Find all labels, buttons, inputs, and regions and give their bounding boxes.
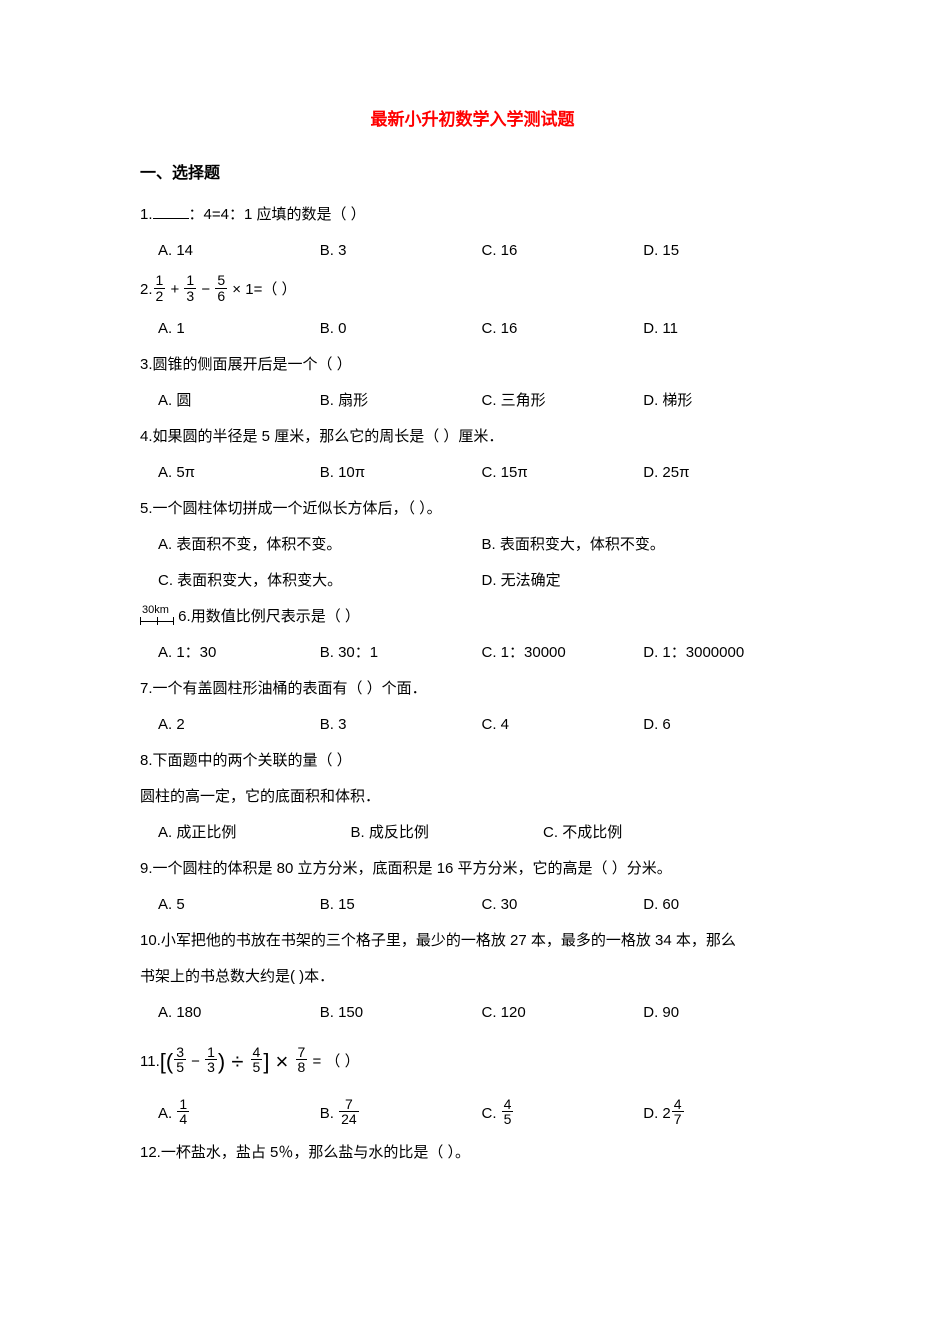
title-text: 最新小升初数学入学测试题 (371, 110, 575, 129)
q5-opt-c: C. 表面积变大，体积变大。 (158, 563, 482, 599)
q2-opt-b: B. 0 (320, 311, 482, 347)
q5-opt-d: D. 无法确定 (482, 563, 806, 599)
q4-stem: 4.如果圆的半径是 5 厘米，那么它的周长是（ ）厘米． (140, 419, 805, 455)
q12-stem: 12.一杯盐水，盐占 5％，那么盐与水的比是（ ）。 (140, 1135, 805, 1171)
q7-opt-c: C. 4 (482, 707, 644, 743)
q9-opt-c: C. 30 (482, 887, 644, 923)
q2-opt-c: C. 16 (482, 311, 644, 347)
q10-opt-d: D. 90 (643, 995, 805, 1031)
page: 最新小升初数学入学测试题 一、选择题 1. ：4=4：1 应填的数是（ ） A. … (0, 0, 945, 1337)
q8-opt-a: A. 成正比例 (158, 815, 236, 851)
q1-opt-c: C. 16 (482, 233, 644, 269)
q6-opt-d: D. 1：3000000 (643, 635, 805, 671)
q9-opt-b: B. 15 (320, 887, 482, 923)
q4-opt-a: A. 5π (158, 455, 320, 491)
q8-opt-c: C. 不成比例 (543, 815, 622, 851)
q4-opt-b: B. 10π (320, 455, 482, 491)
q11-num: 11. (140, 1053, 160, 1070)
q6-num: 6. (178, 608, 191, 625)
q9-opt-a: A. 5 (158, 887, 320, 923)
q7-options: A. 2 B. 3 C. 4 D. 6 (140, 707, 805, 743)
q6-scale-label: 30km (140, 605, 174, 616)
q2-options: A. 1 B. 0 C. 16 D. 11 (140, 311, 805, 347)
q8-opt-b: B. 成反比例 (351, 815, 429, 851)
q3-opt-c: C. 三角形 (482, 383, 644, 419)
q11-opt-b: B. 724 (320, 1093, 482, 1135)
q10-options: A. 180 B. 150 C. 120 D. 90 (140, 995, 805, 1031)
q7-opt-a: A. 2 (158, 707, 320, 743)
q7-opt-d: D. 6 (643, 707, 805, 743)
q5-opt-b: B. 表面积变大，体积不变。 (482, 527, 806, 563)
q2-num: 2. (140, 281, 153, 298)
q11-frac3: 45 (251, 1045, 263, 1075)
q2-frac3: 56 (215, 273, 227, 303)
q4-opt-c: C. 15π (482, 455, 644, 491)
q10-stem-2: 书架上的书总数大约是( )本． (140, 959, 805, 995)
q6-scale-segment (140, 616, 174, 626)
q4-options: A. 5π B. 10π C. 15π D. 25π (140, 455, 805, 491)
q6-opt-c: C. 1：30000 (482, 635, 644, 671)
q5-options: A. 表面积不变，体积不变。 B. 表面积变大，体积不变。 C. 表面积变大，体… (140, 527, 805, 599)
q2-frac2: 13 (184, 273, 196, 303)
q4-opt-d: D. 25π (643, 455, 805, 491)
q9-options: A. 5 B. 15 C. 30 D. 60 (140, 887, 805, 923)
document-title: 最新小升初数学入学测试题 (140, 100, 805, 141)
q1-opt-a: A. 14 (158, 233, 320, 269)
q6-options: A. 1：30 B. 30：1 C. 1：30000 D. 1：3000000 (140, 635, 805, 671)
q3-options: A. 圆 B. 扇形 C. 三角形 D. 梯形 (140, 383, 805, 419)
q11-frac2: 13 (205, 1045, 217, 1075)
q10-stem-1: 10.小军把他的书放在书架的三个格子里，最少的一格放 27 本，最多的一格放 3… (140, 923, 805, 959)
q2-stem: 2.12 + 13 − 56 × 1=（ ） (140, 269, 805, 311)
q11-frac1: 35 (174, 1045, 186, 1075)
q3-opt-a: A. 圆 (158, 383, 320, 419)
q8-stem-2: 圆柱的高一定，它的底面积和体积． (140, 779, 805, 815)
q11-frac4: 78 (296, 1045, 308, 1075)
q2-opt-a: A. 1 (158, 311, 320, 347)
q5-stem: 5.一个圆柱体切拼成一个近似长方体后，（ ）。 (140, 491, 805, 527)
q10-opt-a: A. 180 (158, 995, 320, 1031)
q11-stem: 11.[(35 − 13) ÷ 45] × 78 = （ ） (140, 1031, 805, 1093)
q11-opt-c: C. 45 (482, 1093, 644, 1135)
q6-tail: 用数值比例尺表示是（ ） (191, 608, 360, 625)
q3-stem: 3.圆锥的侧面展开后是一个（ ） (140, 347, 805, 383)
q2-frac1: 12 (154, 273, 166, 303)
q1-blank (153, 218, 189, 219)
q8-options: A. 成正比例 B. 成反比例 C. 不成比例 (140, 815, 805, 851)
q8-stem-1: 8.下面题中的两个关联的量（ ） (140, 743, 805, 779)
q3-opt-d: D. 梯形 (643, 383, 805, 419)
q7-opt-b: B. 3 (320, 707, 482, 743)
q9-stem: 9.一个圆柱的体积是 80 立方分米，底面积是 16 平方分米，它的高是（ ）分… (140, 851, 805, 887)
q11-opt-a: A. 14 (158, 1093, 320, 1135)
q5-opt-a: A. 表面积不变，体积不变。 (158, 527, 482, 563)
q1-num: 1. (140, 206, 153, 223)
q1-opt-b: B. 3 (320, 233, 482, 269)
q7-stem: 7.一个有盖圆柱形油桶的表面有（ ）个面． (140, 671, 805, 707)
q1-opt-d: D. 15 (643, 233, 805, 269)
q6-stem: 30km 6.用数值比例尺表示是（ ） (140, 599, 805, 635)
q1-stem: 1. ：4=4：1 应填的数是（ ） (140, 197, 805, 233)
q6-scale-diagram: 30km (140, 605, 174, 626)
section-1-header: 一、选择题 (140, 155, 805, 193)
q1-rest: ：4=4：1 应填的数是（ ） (189, 206, 366, 223)
q10-opt-c: C. 120 (482, 995, 644, 1031)
q10-opt-b: B. 150 (320, 995, 482, 1031)
q11-opt-d: D. 247 (643, 1093, 805, 1135)
q6-opt-b: B. 30：1 (320, 635, 482, 671)
q9-opt-d: D. 60 (643, 887, 805, 923)
q6-opt-a: A. 1：30 (158, 635, 320, 671)
q1-options: A. 14 B. 3 C. 16 D. 15 (140, 233, 805, 269)
q11-options: A. 14 B. 724 C. 45 D. 247 (140, 1093, 805, 1135)
q3-opt-b: B. 扇形 (320, 383, 482, 419)
q2-opt-d: D. 11 (643, 311, 805, 347)
